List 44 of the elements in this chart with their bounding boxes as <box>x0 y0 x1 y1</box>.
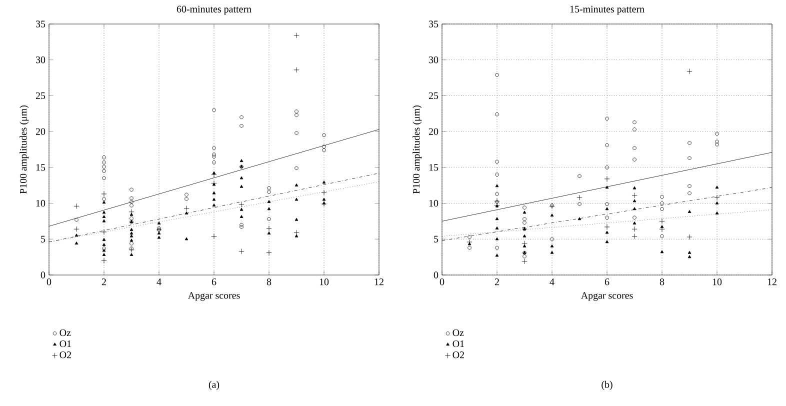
y-tick-label: 30 <box>429 56 438 64</box>
x-tick-label: 0 <box>440 278 444 286</box>
x-tick-label: 10 <box>320 278 329 286</box>
x-tick-label: 4 <box>550 278 554 286</box>
y-tick-label: 15 <box>36 164 46 171</box>
x-tick-label: 8 <box>266 278 272 286</box>
y-tick-label: 30 <box>36 56 46 64</box>
text: (a) <box>208 380 220 390</box>
x-axis-title: Apgar scores <box>188 292 240 301</box>
y-tick-label: 35 <box>36 20 46 28</box>
x-tick-label: 4 <box>156 278 162 286</box>
legend-label: Oz <box>60 329 71 336</box>
y-tick-label: 0 <box>40 272 46 278</box>
y-axis-title: P100 amplitudes (μm) <box>412 105 422 194</box>
y-tick-label: 5 <box>434 236 438 242</box>
legend-label: O2 <box>452 352 464 358</box>
legend-label: Oz <box>452 329 464 336</box>
legend-label: O1 <box>60 340 71 348</box>
text: (b) <box>602 380 612 390</box>
x-tick-label: 12 <box>768 278 776 286</box>
x-tick-label: 6 <box>212 278 216 286</box>
y-tick-label: 20 <box>428 128 438 135</box>
chart-title: 60-minutes pattern <box>176 6 252 15</box>
y-tick-label: 35 <box>429 20 438 28</box>
legend-label: O2 <box>60 352 71 358</box>
y-tick-label: 0 <box>434 272 438 278</box>
x-axis-title: Apgar scores <box>580 292 633 301</box>
y-tick-label: 15 <box>429 164 438 171</box>
x-tick-label: 12 <box>374 278 384 286</box>
y-tick-label: 5 <box>41 236 46 242</box>
y-tick-label: 25 <box>36 92 46 100</box>
x-tick-label: 0 <box>46 278 52 286</box>
x-tick-label: 10 <box>712 278 722 286</box>
x-tick-label: 8 <box>660 278 664 286</box>
y-tick-label: 10 <box>429 200 438 207</box>
x-tick-label: 2 <box>494 278 499 286</box>
y-tick-label: 20 <box>36 128 46 135</box>
y-axis-title: P100 amplitudes (μm) <box>20 105 29 194</box>
x-tick-label: 2 <box>102 278 106 286</box>
y-tick-label: 10 <box>36 200 46 207</box>
x-tick-label: 6 <box>604 278 610 286</box>
chart-title: 15-minutes pattern <box>570 6 644 15</box>
legend-label: O1 <box>452 340 464 348</box>
y-tick-label: 25 <box>428 92 438 100</box>
